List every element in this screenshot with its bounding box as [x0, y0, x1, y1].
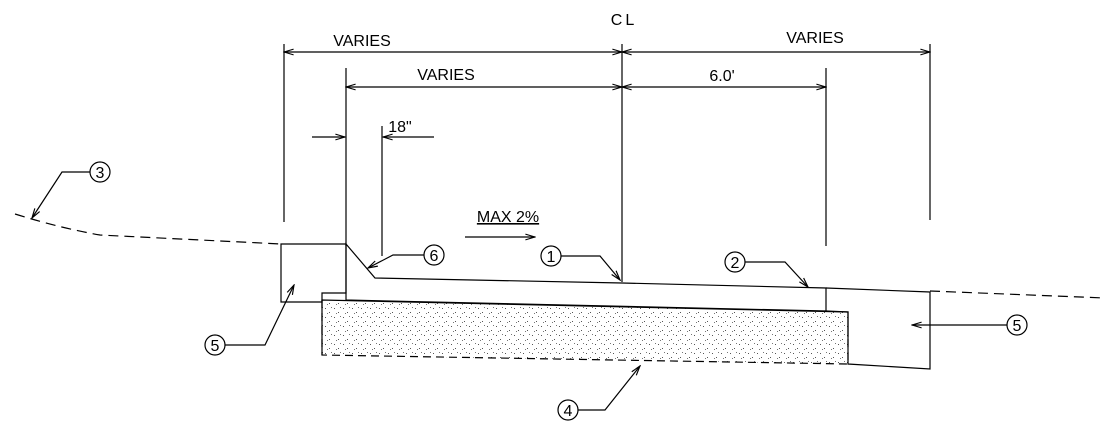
- dim-label: VARIES: [333, 33, 391, 50]
- callout-leader: [225, 285, 294, 346]
- callout-leader: [368, 254, 424, 268]
- callout-label: 5: [211, 338, 220, 355]
- callout-leader: [561, 255, 620, 280]
- callout-label: 6: [430, 248, 439, 265]
- callouts: 1 2 3 4 5 5 6: [32, 161, 1028, 421]
- slope-label: MAX 2%: [477, 209, 539, 226]
- dimension-lines: [284, 44, 930, 282]
- callout-label: 1: [547, 249, 556, 266]
- callout-label: 3: [96, 165, 105, 182]
- dim-label: 6.0': [709, 68, 734, 85]
- callout-label: 4: [564, 403, 573, 420]
- callout-leader: [745, 261, 808, 287]
- ground: [14, 213, 1106, 299]
- callout-label: 2: [731, 255, 740, 272]
- callout-leader: [32, 171, 90, 218]
- centerline-label: CL: [611, 12, 637, 29]
- dim-label: VARIES: [786, 30, 844, 47]
- dim-label: 18": [388, 119, 411, 136]
- section: [280, 242, 931, 370]
- dim-label: VARIES: [417, 67, 475, 84]
- callout-leader: [578, 366, 640, 411]
- callout-label: 5: [1013, 318, 1022, 335]
